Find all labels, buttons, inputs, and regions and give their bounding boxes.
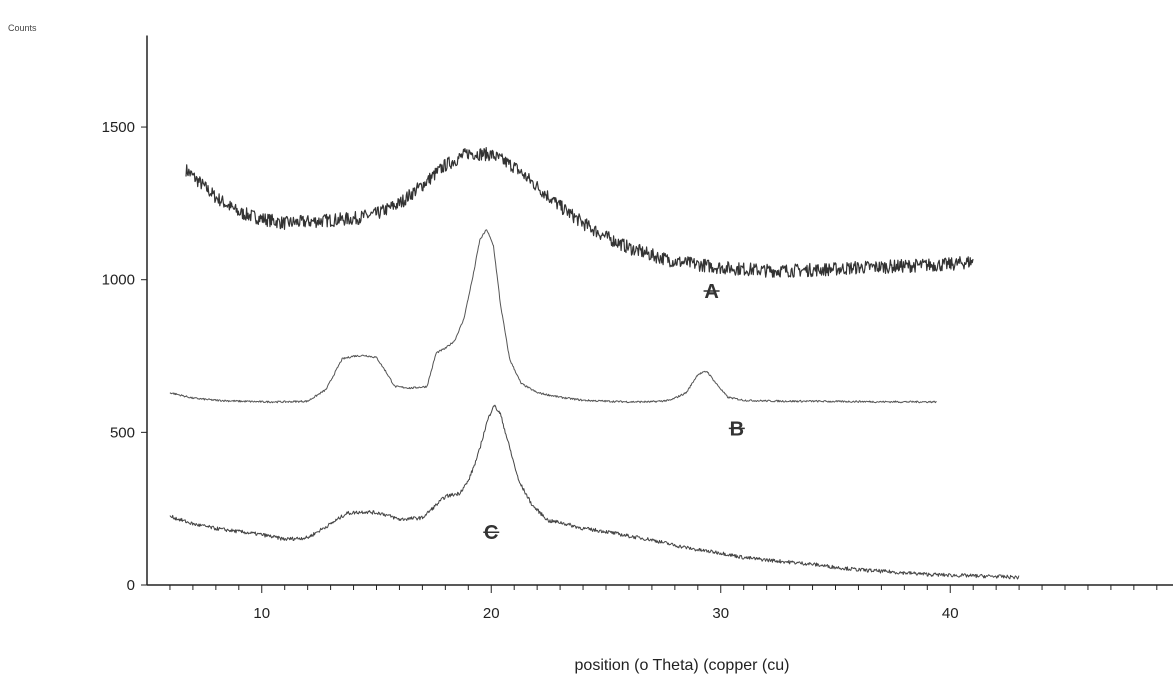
- series-line-b: [169, 229, 937, 404]
- series-line-a: [185, 147, 974, 278]
- series-annotation: C: [484, 522, 498, 544]
- x-tick-label: 20: [483, 605, 500, 622]
- axes: 10 20 30 40 0 500 1000 1500: [102, 35, 1173, 622]
- series-line-c: [169, 404, 1020, 580]
- y-tick-label: 0: [127, 577, 135, 594]
- x-axis-title: position (o Theta) (copper (cu): [575, 657, 790, 674]
- y-tick-label: 1000: [102, 272, 135, 289]
- annotations: A B C: [483, 281, 745, 544]
- y-axis-title: Counts: [8, 23, 37, 33]
- x-tick-label: 10: [253, 605, 270, 622]
- x-tick-label: 30: [712, 605, 729, 622]
- y-tick-label: 1500: [102, 119, 135, 136]
- x-tick-label: 40: [942, 605, 959, 622]
- series-layer: [169, 147, 1020, 580]
- series-annotation: B: [730, 418, 744, 440]
- y-tick-label: 500: [110, 424, 135, 441]
- series-annotation: A: [704, 281, 718, 303]
